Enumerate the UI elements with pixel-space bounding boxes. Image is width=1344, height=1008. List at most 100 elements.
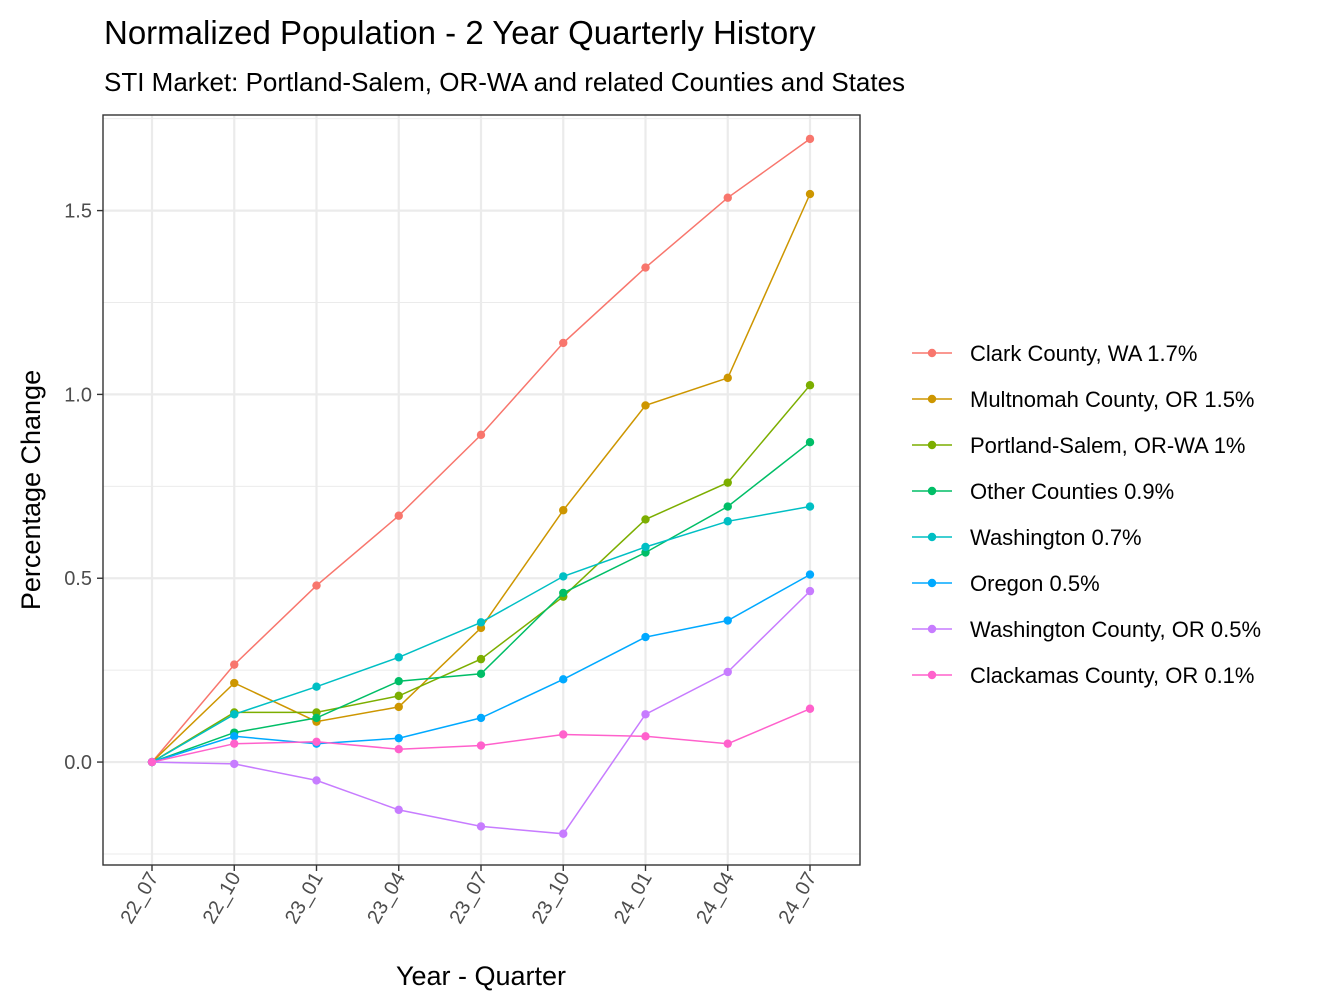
- legend-key-point: [927, 486, 937, 496]
- data-point: [641, 515, 650, 524]
- x-tick-label: 24_01: [610, 869, 657, 928]
- y-axis: 0.0 0.5 1.0 1.5: [64, 201, 103, 774]
- data-point: [230, 732, 239, 741]
- data-point: [723, 616, 732, 625]
- data-point: [723, 667, 732, 677]
- data-point: [147, 757, 157, 767]
- data-point: [641, 632, 650, 642]
- x-tick-label: 23_10: [528, 869, 575, 928]
- data-point: [559, 506, 568, 515]
- legend-item: Oregon 0.5%: [912, 571, 1100, 596]
- data-point: [394, 805, 403, 815]
- data-point: [805, 381, 815, 390]
- data-point: [394, 702, 403, 712]
- legend-label: Washington 0.7%: [970, 525, 1142, 550]
- y-tick-label: 0.0: [64, 752, 92, 774]
- legend-label: Oregon 0.5%: [970, 571, 1100, 596]
- data-point: [641, 710, 650, 719]
- y-tick-label: 0.5: [64, 568, 92, 590]
- data-point: [476, 430, 486, 440]
- data-point: [476, 669, 486, 679]
- data-point: [559, 730, 568, 739]
- data-point: [394, 744, 403, 754]
- legend-key-point: [927, 532, 937, 542]
- legend-label: Washington County, OR 0.5%: [970, 617, 1261, 642]
- legend: Clark County, WA 1.7% Multnomah County, O…: [912, 341, 1261, 688]
- legend-key-point: [927, 578, 937, 588]
- legend-item: Clark County, WA 1.7%: [912, 341, 1197, 366]
- legend-key-point: [927, 624, 937, 634]
- series-layer: [147, 134, 815, 838]
- x-tick-label: 23_01: [281, 869, 328, 928]
- x-axis-label: Year - Quarter: [396, 961, 566, 991]
- data-point: [476, 618, 486, 627]
- data-point: [312, 581, 321, 590]
- major-gridlines: [103, 115, 860, 865]
- series-group: [147, 586, 815, 838]
- x-tick-label: 24_07: [774, 869, 821, 928]
- data-point: [805, 570, 815, 579]
- data-point: [559, 572, 568, 581]
- data-point: [476, 654, 486, 664]
- data-point: [394, 691, 403, 701]
- data-point: [312, 682, 321, 691]
- x-tick-label: 23_07: [445, 869, 492, 928]
- legend-key-point: [927, 670, 937, 680]
- data-point: [476, 822, 486, 831]
- legend-item: Washington 0.7%: [912, 525, 1142, 550]
- data-point: [230, 660, 239, 669]
- legend-label: Clark County, WA 1.7%: [970, 341, 1197, 366]
- legend-item: Washington County, OR 0.5%: [912, 617, 1261, 642]
- chart-subtitle: STI Market: Portland-Salem, OR-WA and re…: [104, 67, 905, 97]
- data-point: [641, 542, 650, 552]
- legend-item: Multnomah County, OR 1.5%: [912, 387, 1255, 412]
- data-point: [723, 517, 732, 526]
- data-point: [641, 732, 650, 741]
- legend-key-point: [927, 394, 937, 404]
- data-point: [394, 733, 403, 743]
- y-tick-label: 1.5: [64, 201, 92, 223]
- legend-label: Portland-Salem, OR-WA 1%: [970, 433, 1246, 458]
- y-axis-label: Percentage Change: [16, 370, 46, 610]
- x-tick-label: 22_10: [199, 869, 246, 928]
- legend-key-point: [927, 440, 937, 450]
- legend-item: Portland-Salem, OR-WA 1%: [912, 433, 1246, 458]
- data-point: [723, 739, 732, 748]
- series-group: [147, 134, 815, 767]
- chart-title: Normalized Population - 2 Year Quarterly…: [104, 14, 816, 51]
- data-point: [312, 713, 321, 723]
- data-point: [476, 713, 486, 723]
- data-point: [805, 586, 815, 596]
- legend-item: Other Counties 0.9%: [912, 479, 1174, 504]
- legend-key-point: [927, 348, 937, 358]
- data-point: [805, 438, 815, 447]
- data-point: [723, 373, 732, 383]
- data-point: [394, 511, 403, 520]
- data-point: [805, 502, 815, 511]
- x-tick-label: 22_07: [116, 869, 163, 928]
- data-point: [723, 502, 732, 511]
- legend-label: Other Counties 0.9%: [970, 479, 1174, 504]
- data-point: [230, 739, 239, 748]
- y-tick-label: 1.0: [64, 384, 92, 406]
- x-tick-label: 23_04: [363, 869, 410, 928]
- data-point: [559, 829, 568, 838]
- data-point: [805, 189, 815, 199]
- data-point: [230, 710, 239, 719]
- data-point: [641, 401, 650, 410]
- data-point: [394, 653, 403, 662]
- x-tick-label: 24_04: [692, 869, 739, 928]
- data-point: [805, 134, 815, 144]
- legend-item: Clackamas County, OR 0.1%: [912, 663, 1254, 688]
- data-point: [230, 759, 239, 769]
- series-group: [147, 704, 815, 767]
- data-point: [394, 676, 403, 686]
- legend-label: Clackamas County, OR 0.1%: [970, 663, 1254, 688]
- legend-label: Multnomah County, OR 1.5%: [970, 387, 1255, 412]
- data-point: [805, 704, 815, 713]
- data-point: [559, 588, 568, 598]
- data-point: [641, 263, 650, 272]
- data-point: [559, 338, 568, 348]
- data-point: [559, 675, 568, 684]
